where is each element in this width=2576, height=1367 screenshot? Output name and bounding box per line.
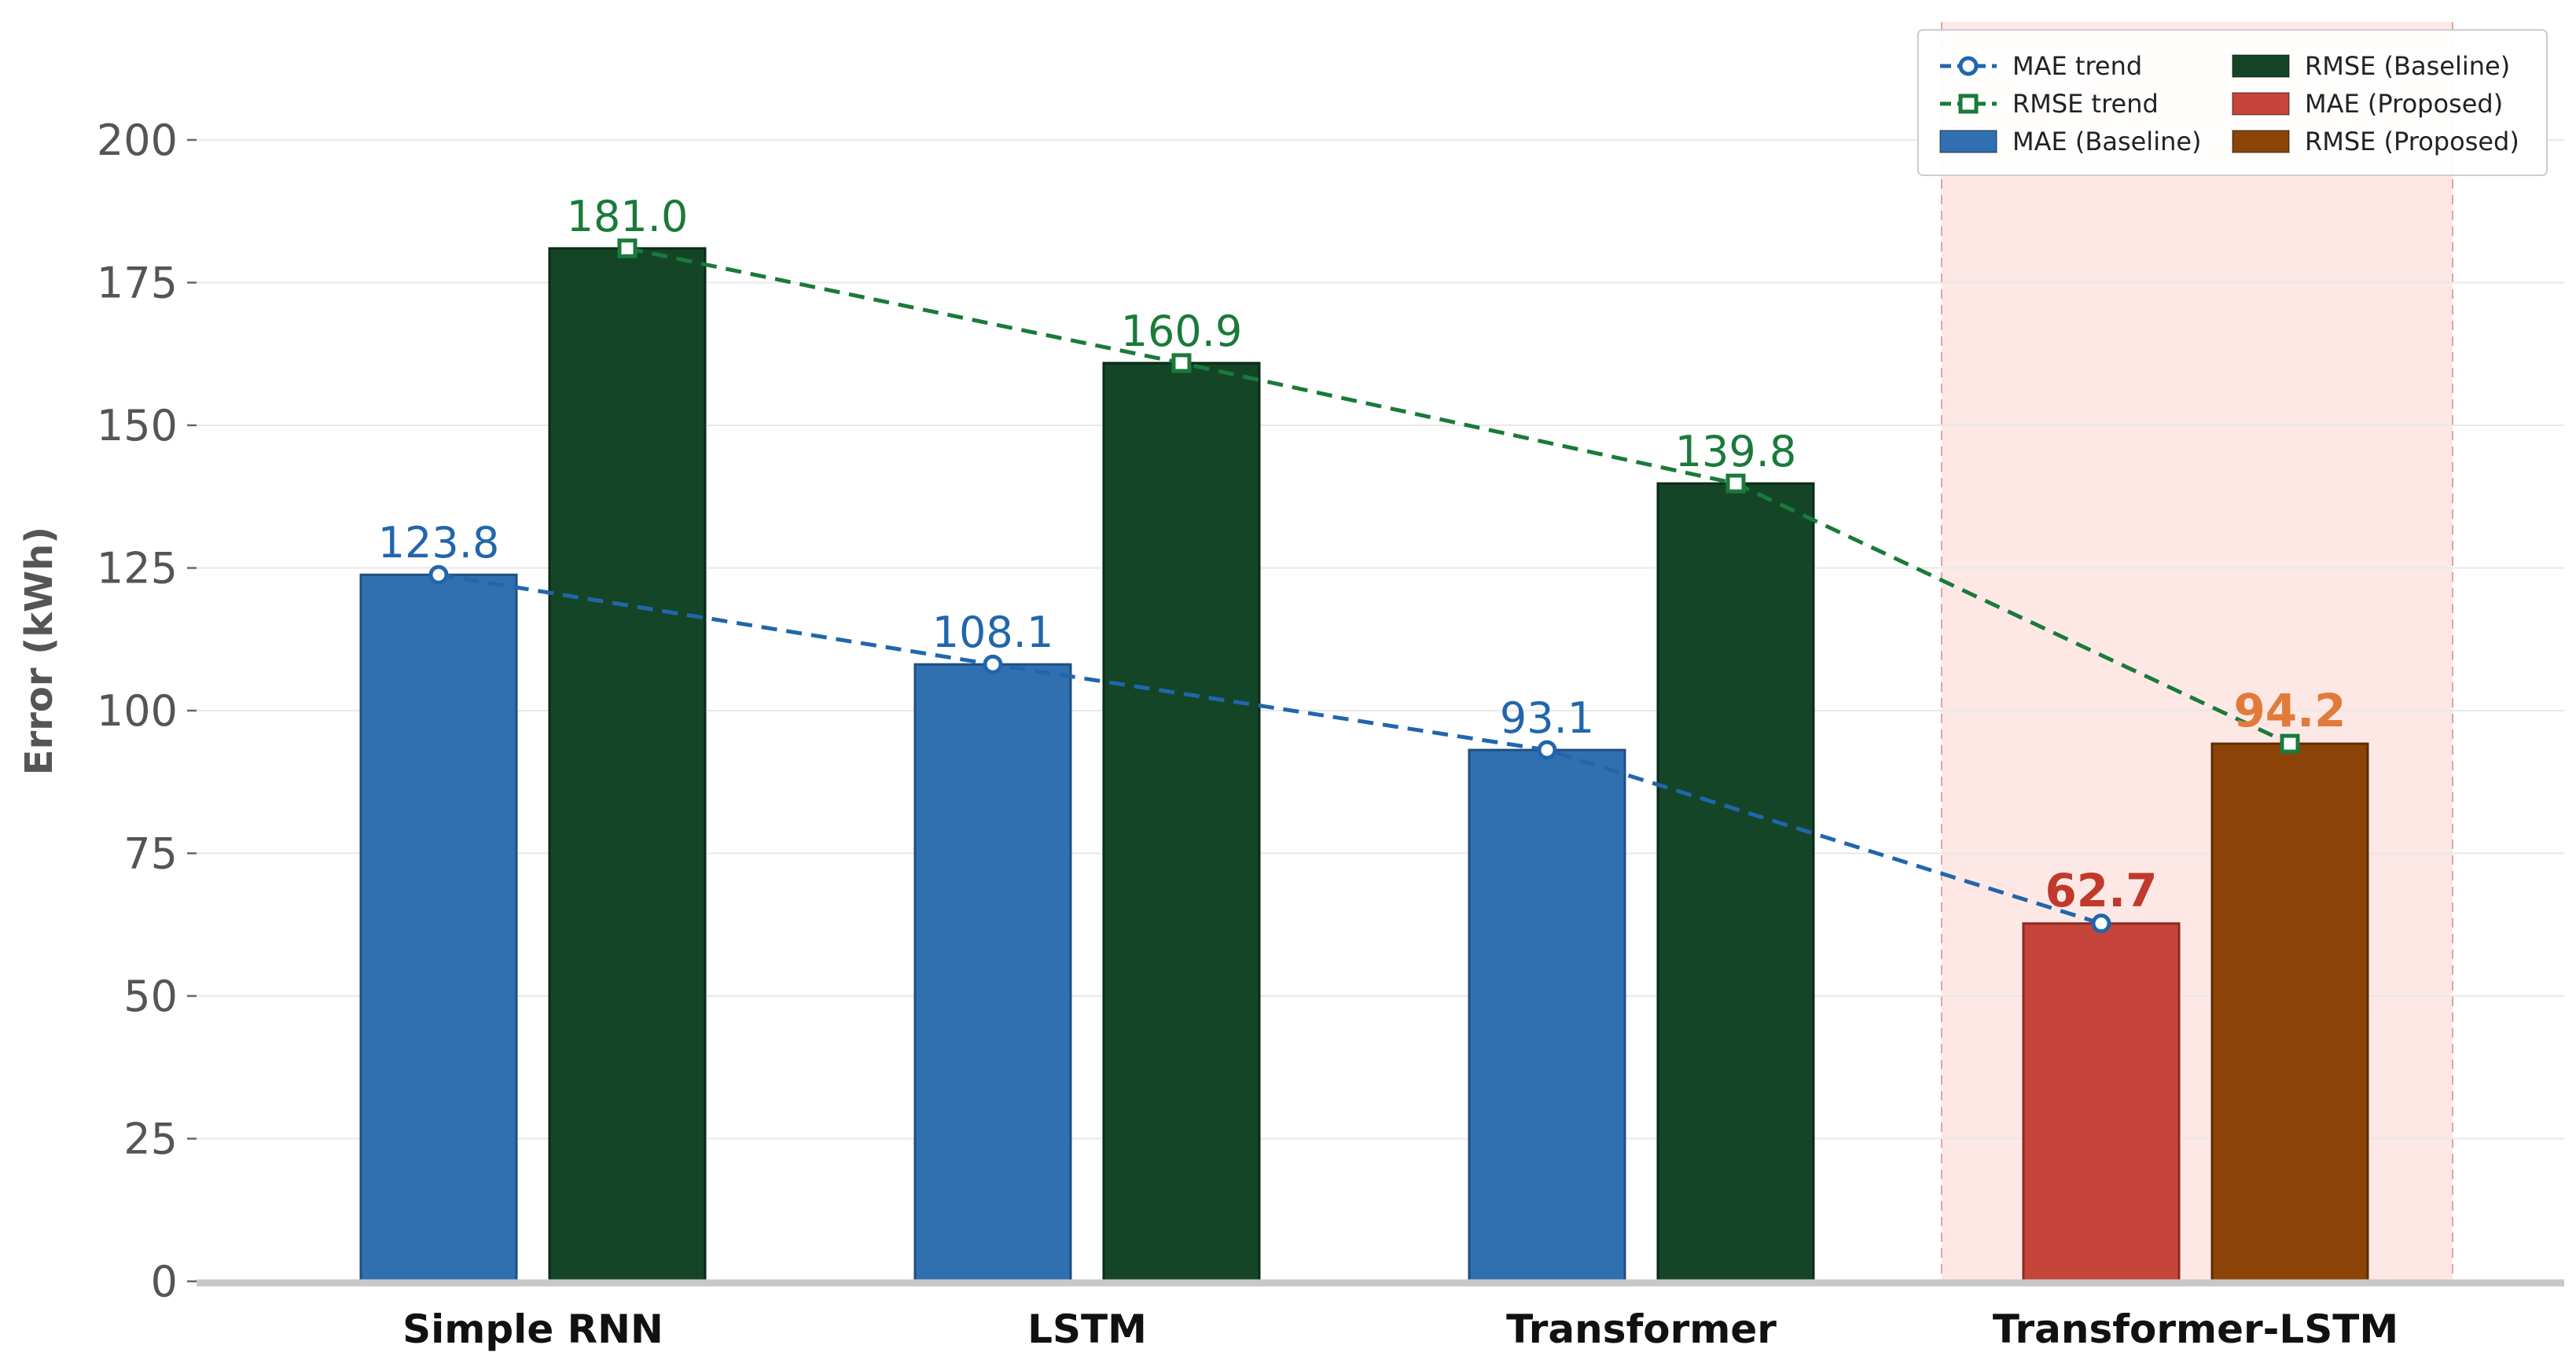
data-label-rmse-transformer-lstm: 94.2 [2233,684,2346,737]
legend-item-mae-proposed-swatch [2232,92,2290,116]
data-label-rmse-transformer: 139.8 [1675,427,1797,476]
y-tick-label-0: 0 [151,1257,178,1306]
bar-mae-transformer-lstm [2022,922,2181,1283]
data-label-rmse-simple-rnn: 181.0 [567,192,689,241]
y-tick-label-175: 175 [97,259,178,308]
legend-item-rmse-baseline-swatch [2232,54,2290,78]
rmse-trend-marker-simple-rnn [617,238,638,259]
x-tick-label-transformer-lstm: Transformer-LSTM [1993,1306,2398,1352]
data-labels: 123.8 108.1 93.1 62.7 181.0 160.9 139.8 94.2 [378,192,2346,917]
y-tick-label-150: 150 [97,401,178,450]
legend-item-rmse-proposed-swatch [2232,130,2290,153]
y-tick-label-75: 75 [123,829,178,879]
rmse-trend-marker-lstm [1171,353,1192,373]
legend-item-mae-proposed-label: MAE (Proposed) [2305,89,2503,119]
mae-trend-marker-transformer-lstm [2091,913,2111,934]
x-tick-label-simple-rnn: Simple RNN [402,1306,663,1352]
rmse-trend-marker-transformer [1725,473,1746,494]
mae-trend-marker-lstm [983,654,1003,674]
legend-item-mae-baseline-swatch [1939,130,1997,153]
bar-rmse-transformer [1656,482,1815,1283]
rmse-trend-line [627,246,2291,746]
highlight-region [1942,22,2453,1281]
bar-mae-simple-rnn [359,573,518,1283]
legend-item-rmse-trend-label: RMSE trend [2012,89,2159,119]
mae-trend-marker-transformer [1537,740,1557,760]
legend: MAE trend RMSE trend MAE (Baseline) RMSE (B… [1917,29,2548,176]
x-tick-label-transformer: Transformer [1506,1306,1777,1352]
y-tick-label-125: 125 [97,544,178,593]
legend-item-mae-trend-marker [1958,56,1979,76]
data-label-mae-transformer: 93.1 [1500,693,1594,743]
legend-item-mae-trend-label: MAE trend [2012,51,2142,81]
bar-mae-lstm [913,663,1072,1283]
y-tick-label-25: 25 [123,1115,178,1164]
y-axis-title: Error (kWh) [17,527,61,775]
bar-mae-transformer [1468,748,1626,1283]
data-label-mae-lstm: 108.1 [932,608,1054,657]
mae-trend-marker-simple-rnn [428,564,449,585]
legend-item-rmse-proposed-label: RMSE (Proposed) [2305,127,2519,156]
axes: 0 25 50 75 100 125 150 175 200 Simple RNN LSTM Tran… [97,116,2564,1352]
bar-rmse-transformer-lstm [2210,742,2369,1283]
legend-item-rmse-baseline-label: RMSE (Baseline) [2305,51,2510,81]
data-label-mae-transformer-lstm: 62.7 [2045,864,2157,917]
bar-rmse-lstm [1102,362,1261,1283]
rmse-trend-marker-transformer-lstm [2280,733,2300,754]
legend-item-mae-baseline-label: MAE (Baseline) [2012,127,2202,156]
y-tick-label-100: 100 [97,686,178,736]
y-tick-label-200: 200 [97,116,178,165]
data-label-mae-simple-rnn: 123.8 [378,518,500,568]
legend-item-rmse-trend-marker [1958,94,1979,114]
mae-trend-line [438,572,2102,926]
bar-rmse-simple-rnn [548,247,707,1283]
highlight-region-layer [1941,22,2453,1281]
data-label-rmse-lstm: 160.9 [1121,307,1243,356]
bars [359,247,2369,1283]
x-tick-label-lstm: LSTM [1027,1306,1147,1352]
trend-lines [428,238,2300,934]
y-tick-label-50: 50 [123,972,178,1021]
